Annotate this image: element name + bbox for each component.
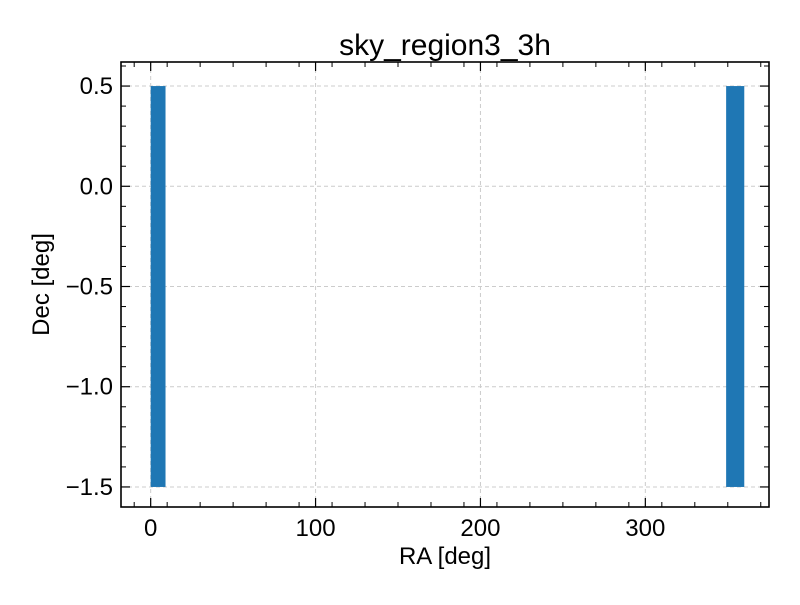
data-layer	[150, 86, 745, 487]
x-tick-label: 100	[296, 515, 336, 542]
y-tick-label: −1.5	[66, 474, 113, 501]
x-tick-label: 200	[460, 515, 500, 542]
y-tick-label: −0.5	[66, 274, 113, 301]
y-axis-label: Dec [deg]	[28, 233, 55, 336]
tick-layer	[121, 62, 769, 508]
x-tick-label: 300	[625, 515, 665, 542]
data-region-2	[726, 86, 745, 487]
chart-title: sky_region3_3h	[339, 29, 551, 62]
y-tick-label: 0.0	[80, 173, 113, 200]
x-axis-label: RA [deg]	[399, 543, 491, 570]
data-region-1	[150, 86, 166, 487]
grid-layer	[121, 62, 769, 507]
x-tick-label: 0	[144, 515, 157, 542]
label-layer: 0 100 200 300 0.5 0.0 −0.5 −1.0 −1.5	[66, 73, 666, 542]
y-tick-label: −1.0	[66, 374, 113, 401]
axes-frame	[120, 61, 770, 508]
y-tick-label: 0.5	[80, 73, 113, 100]
